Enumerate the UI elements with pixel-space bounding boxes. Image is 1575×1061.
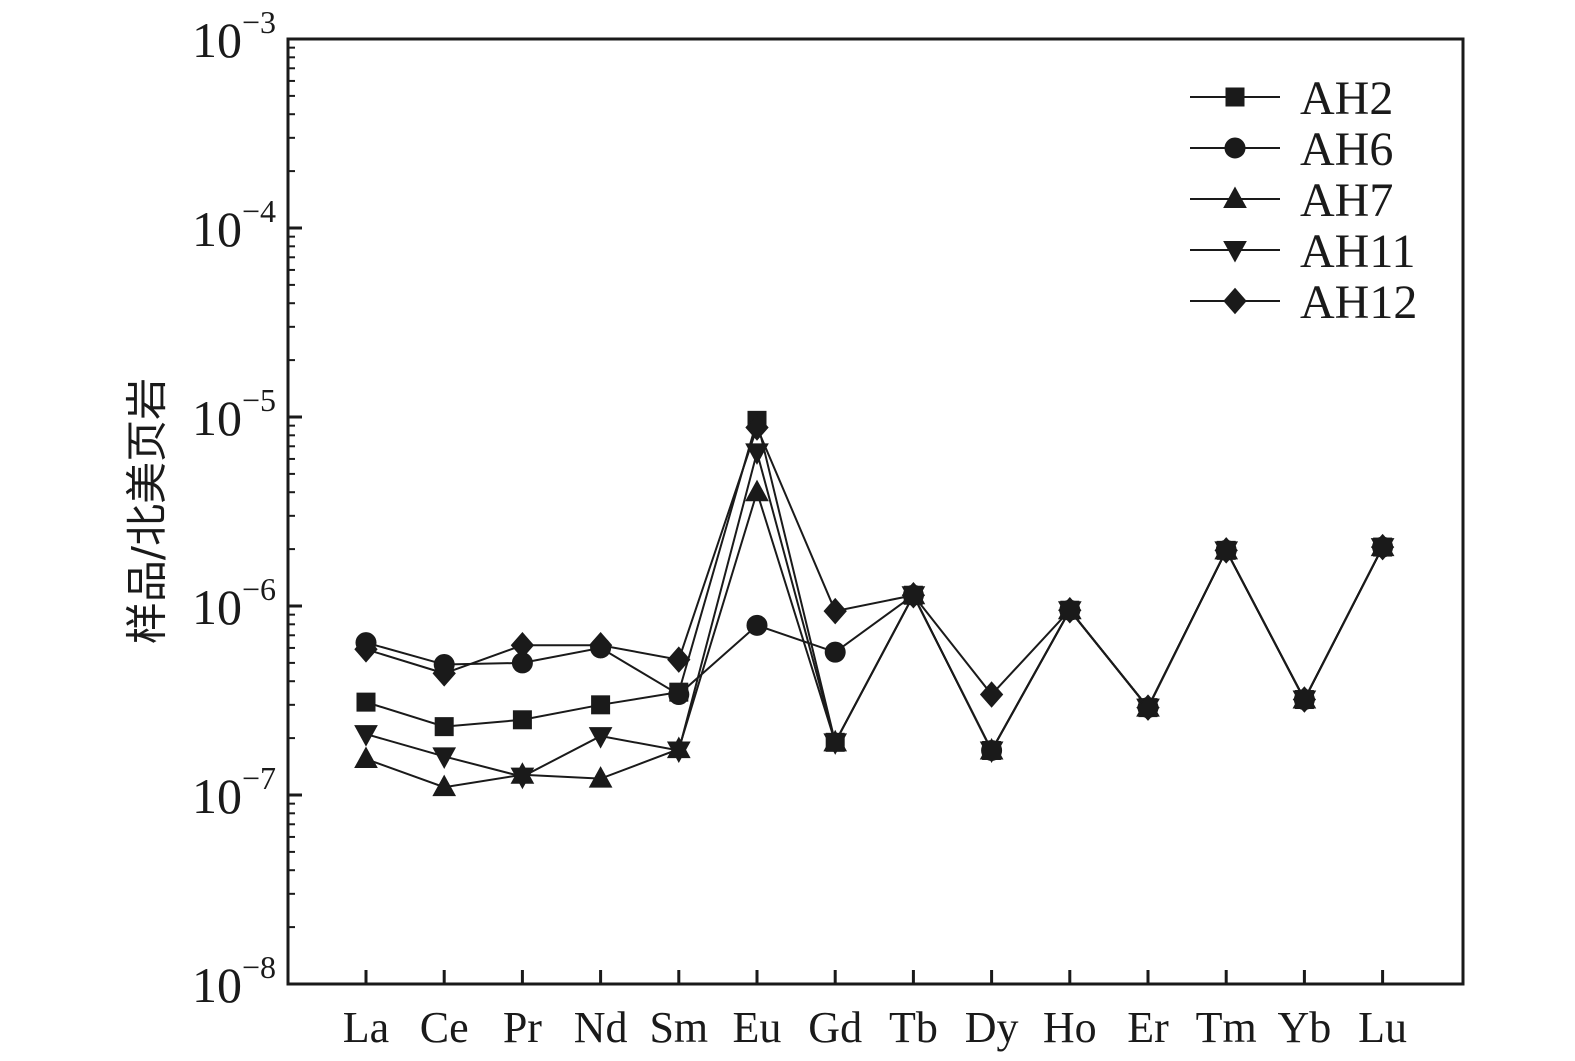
y-tick-base: 10 xyxy=(192,12,242,68)
legend-marker xyxy=(1225,87,1245,107)
legend-label: AH11 xyxy=(1300,225,1416,278)
data-point xyxy=(823,733,848,755)
y-tick-base: 10 xyxy=(192,768,242,824)
y-axis: 10−310−410−510−610−710−8 xyxy=(192,4,302,1013)
x-tick-label: Eu xyxy=(733,1003,782,1052)
data-point xyxy=(434,717,454,737)
y-tick-label: 10−7 xyxy=(192,760,276,824)
y-tick-base: 10 xyxy=(192,579,242,635)
legend-label: AH12 xyxy=(1300,276,1417,329)
y-tick-base: 10 xyxy=(192,957,242,1013)
legend-marker xyxy=(1223,241,1247,263)
data-point xyxy=(512,710,532,730)
data-point xyxy=(745,414,769,441)
data-point xyxy=(588,631,613,659)
data-point xyxy=(432,774,457,797)
x-tick-label: Gd xyxy=(808,1003,862,1052)
data-point xyxy=(510,767,535,790)
x-tick-label: Ce xyxy=(420,1003,469,1052)
legend-label: AH2 xyxy=(1300,72,1393,125)
series-AH11 xyxy=(354,443,1395,790)
data-point xyxy=(979,681,1004,708)
y-tick-exponent: −5 xyxy=(242,382,276,418)
data-point xyxy=(979,741,1004,764)
x-tick-label: Lu xyxy=(1358,1003,1407,1052)
y-tick-base: 10 xyxy=(192,201,242,257)
series-AH12 xyxy=(354,414,1395,721)
data-point xyxy=(354,636,378,663)
x-tick-label: Tb xyxy=(889,1003,938,1052)
legend-marker xyxy=(1224,137,1246,159)
series-layer xyxy=(354,410,1395,797)
data-point xyxy=(1292,686,1317,713)
data-point xyxy=(354,746,378,769)
plot-frame xyxy=(286,37,1465,986)
y-tick-exponent: −6 xyxy=(242,571,276,607)
data-point xyxy=(1214,537,1238,564)
x-axis: La Ce Pr Nd Sm Eu Gd Tb Dy Ho Er Tm Yb Lu xyxy=(343,970,1407,1052)
data-point xyxy=(745,443,769,465)
data-point xyxy=(745,479,769,502)
legend-entry: AH12 xyxy=(1190,276,1417,329)
y-tick-label: 10−3 xyxy=(192,4,276,68)
y-tick-exponent: −8 xyxy=(242,949,276,985)
legend-entry: AH6 xyxy=(1190,123,1393,176)
y-tick-base: 10 xyxy=(192,390,242,446)
x-tick-label: Pr xyxy=(503,1003,542,1052)
legend-entry: AH11 xyxy=(1190,225,1416,278)
data-point xyxy=(667,646,691,673)
x-tick-label: La xyxy=(343,1003,389,1052)
legend-label: AH6 xyxy=(1300,123,1393,176)
data-point xyxy=(432,660,456,687)
y-tick-label: 10−8 xyxy=(192,949,276,1013)
y-tick-exponent: −7 xyxy=(242,760,276,796)
series-AH7 xyxy=(354,479,1395,797)
x-tick-label: Yb xyxy=(1278,1003,1332,1052)
y-tick-label: 10−5 xyxy=(192,382,276,446)
data-point xyxy=(746,614,768,636)
data-point xyxy=(591,695,611,715)
y-tick-exponent: −4 xyxy=(242,193,276,229)
series-line xyxy=(365,416,1384,753)
legend-marker xyxy=(1223,287,1247,315)
legend-label: AH7 xyxy=(1300,174,1393,227)
legend-marker xyxy=(1223,186,1247,208)
x-tick-label: Er xyxy=(1127,1003,1169,1052)
data-point xyxy=(356,692,376,712)
data-point xyxy=(901,581,926,609)
y-axis-label: 样品/北美页岩 xyxy=(123,378,172,644)
data-point xyxy=(1058,596,1082,624)
data-point xyxy=(823,597,847,625)
data-point xyxy=(824,641,846,663)
legend-entry: AH7 xyxy=(1190,174,1393,227)
data-point xyxy=(1370,533,1395,561)
series-line xyxy=(365,424,1384,710)
data-point xyxy=(432,747,457,769)
data-point xyxy=(588,766,613,788)
data-point xyxy=(354,725,378,747)
data-point xyxy=(1136,694,1160,721)
legend-entry: AH2 xyxy=(1190,72,1393,125)
x-tick-label: Tm xyxy=(1196,1003,1257,1052)
data-point xyxy=(588,727,613,749)
y-tick-label: 10−6 xyxy=(192,571,276,635)
series-AH2 xyxy=(356,410,1393,760)
x-tick-label: Dy xyxy=(965,1003,1019,1052)
x-tick-label: Ho xyxy=(1043,1003,1097,1052)
x-tick-label: Nd xyxy=(574,1003,628,1052)
y-tick-label: 10−4 xyxy=(192,193,276,257)
data-point xyxy=(666,741,691,764)
data-point xyxy=(510,631,535,659)
x-tick-label: Sm xyxy=(649,1003,708,1052)
data-point xyxy=(668,684,690,706)
y-tick-exponent: −3 xyxy=(242,4,276,40)
